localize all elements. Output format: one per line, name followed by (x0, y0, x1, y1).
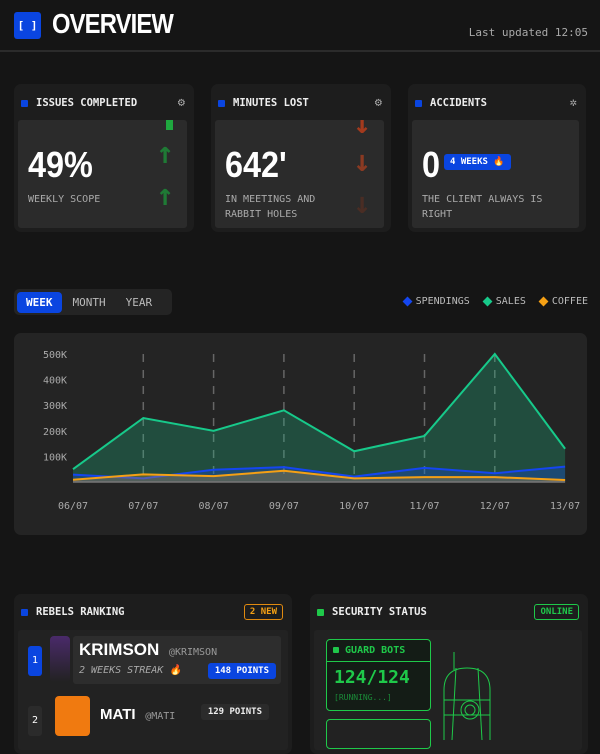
card-title: ACCIDENTS (430, 97, 487, 109)
settings-icon[interactable]: ⚙ (178, 95, 185, 109)
robot-wireframe-icon (442, 650, 502, 740)
legend-label: SALES (496, 296, 526, 307)
user-name: KRIMSON (79, 640, 159, 659)
x-tick-label: 11/07 (409, 501, 439, 512)
card-minutes-lost: MINUTES LOST ⚙ 642' IN MEETINGS AND RABB… (211, 84, 391, 232)
arrow-up-icon: ↑ (156, 178, 174, 213)
legend-coffee[interactable]: COFFEE (540, 296, 588, 307)
card-value: 49% (28, 144, 93, 186)
guard-bots-label: GUARD BOTS (345, 645, 405, 656)
header: [ ] OVERVIEW Last updated 12:05 (0, 0, 600, 52)
panel-title: SECURITY STATUS (332, 606, 427, 618)
tab-month[interactable]: MONTH (64, 292, 115, 313)
card-value: 642' (225, 144, 287, 186)
points-badge: 129 POINTS (201, 704, 269, 720)
card-value: 0 (422, 144, 440, 186)
points-badge: 148 POINTS (208, 663, 276, 679)
streak-badge: 4 WEEKS 🔥 (444, 154, 511, 170)
y-tick-label: 400K (43, 376, 67, 387)
diamond-icon (482, 297, 492, 307)
y-tick-label: 200K (43, 427, 67, 438)
status-box (326, 719, 431, 749)
rank-number: 1 (28, 646, 42, 676)
guard-bots-state: [RUNNING...] (334, 693, 392, 702)
logo: [ ] (14, 12, 41, 39)
card-title: MINUTES LOST (233, 97, 309, 109)
y-tick-label: 100K (43, 452, 67, 463)
arrow-up-icon (166, 120, 173, 130)
area-chart: 06/07 07/07 08/07 09/07 10/07 11/07 12/07 13/07… (14, 333, 587, 535)
square-icon (415, 100, 422, 107)
avatar (55, 696, 90, 736)
user-name: MATI (100, 706, 136, 723)
square-icon (218, 100, 225, 107)
tab-week[interactable]: WEEK (17, 292, 62, 313)
avatar (50, 636, 70, 682)
ranking-row[interactable]: 2 MATI @MATI 129 POINTS (25, 696, 281, 746)
streak-text: 2 WEEKS STREAK 🔥 (79, 665, 182, 676)
y-tick-label: 300K (43, 401, 67, 412)
card-caption: WEEKLY SCOPE (28, 192, 148, 207)
security-status-panel: SECURITY STATUS ONLINE GUARD BOTS 124/12… (310, 594, 588, 754)
tab-year[interactable]: YEAR (117, 292, 162, 313)
x-tick-label: 07/07 (128, 501, 158, 512)
x-tick-label: 10/07 (339, 501, 369, 512)
chart-legend: SPENDINGS SALES COFFEE (404, 296, 588, 307)
x-tick-label: 12/07 (480, 501, 510, 512)
legend-spendings[interactable]: SPENDINGS (404, 296, 470, 307)
legend-sales[interactable]: SALES (484, 296, 526, 307)
y-tick-label: 500K (43, 350, 67, 361)
arrow-down-icon: ↓ (353, 186, 371, 221)
panel-title: REBELS RANKING (36, 606, 125, 618)
arrow-down-icon: ↓ (353, 144, 371, 179)
arrow-up-icon: ↑ (156, 136, 174, 171)
guard-bots-box: GUARD BOTS 124/124 [RUNNING...] (326, 639, 431, 711)
card-accidents: ACCIDENTS ✲ 0 4 WEEKS 🔥 THE CLIENT ALWAY… (408, 84, 586, 232)
card-issues-completed: ISSUES COMPLETED ⚙ 49% WEEKLY SCOPE ↑ ↑ (14, 84, 194, 232)
x-tick-label: 09/07 (269, 501, 299, 512)
user-handle: @KRIMSON (169, 647, 217, 658)
x-tick-label: 08/07 (199, 501, 229, 512)
legend-label: COFFEE (552, 296, 588, 307)
ranking-row[interactable]: 1 KRIMSON @KRIMSON 2 WEEKS STREAK 🔥 148 … (25, 636, 281, 686)
online-badge: ONLINE (534, 604, 579, 620)
diamond-icon (538, 297, 548, 307)
x-tick-label: 06/07 (58, 501, 88, 512)
new-badge: 2 NEW (244, 604, 283, 620)
guard-bots-count: 124/124 (334, 667, 410, 688)
square-icon (317, 609, 324, 616)
card-caption: IN MEETINGS AND RABBIT HOLES (225, 192, 345, 222)
legend-label: SPENDINGS (416, 296, 470, 307)
page-title: OVERVIEW (52, 8, 173, 40)
range-toggle: WEEK MONTH YEAR (14, 289, 172, 315)
chart-panel: 06/07 07/07 08/07 09/07 10/07 11/07 12/07 13/07… (14, 333, 587, 535)
x-tick-label: 13/07 (550, 501, 580, 512)
square-icon (21, 100, 28, 107)
settings-icon[interactable]: ⚙ (375, 95, 382, 109)
square-icon (333, 647, 339, 653)
rebels-ranking-panel: REBELS RANKING 2 NEW 1 KRIMSON @KRIMSON … (14, 594, 292, 754)
card-title: ISSUES COMPLETED (36, 97, 137, 109)
rank-number: 2 (28, 706, 42, 736)
square-icon (21, 609, 28, 616)
diamond-icon (402, 297, 412, 307)
card-caption: THE CLIENT ALWAYS IS RIGHT (422, 192, 577, 222)
user-handle: @MATI (145, 711, 175, 722)
last-updated: Last updated 12:05 (469, 26, 588, 39)
bug-icon[interactable]: ✲ (570, 95, 577, 109)
arrow-down-icon: ↓ (353, 120, 371, 141)
